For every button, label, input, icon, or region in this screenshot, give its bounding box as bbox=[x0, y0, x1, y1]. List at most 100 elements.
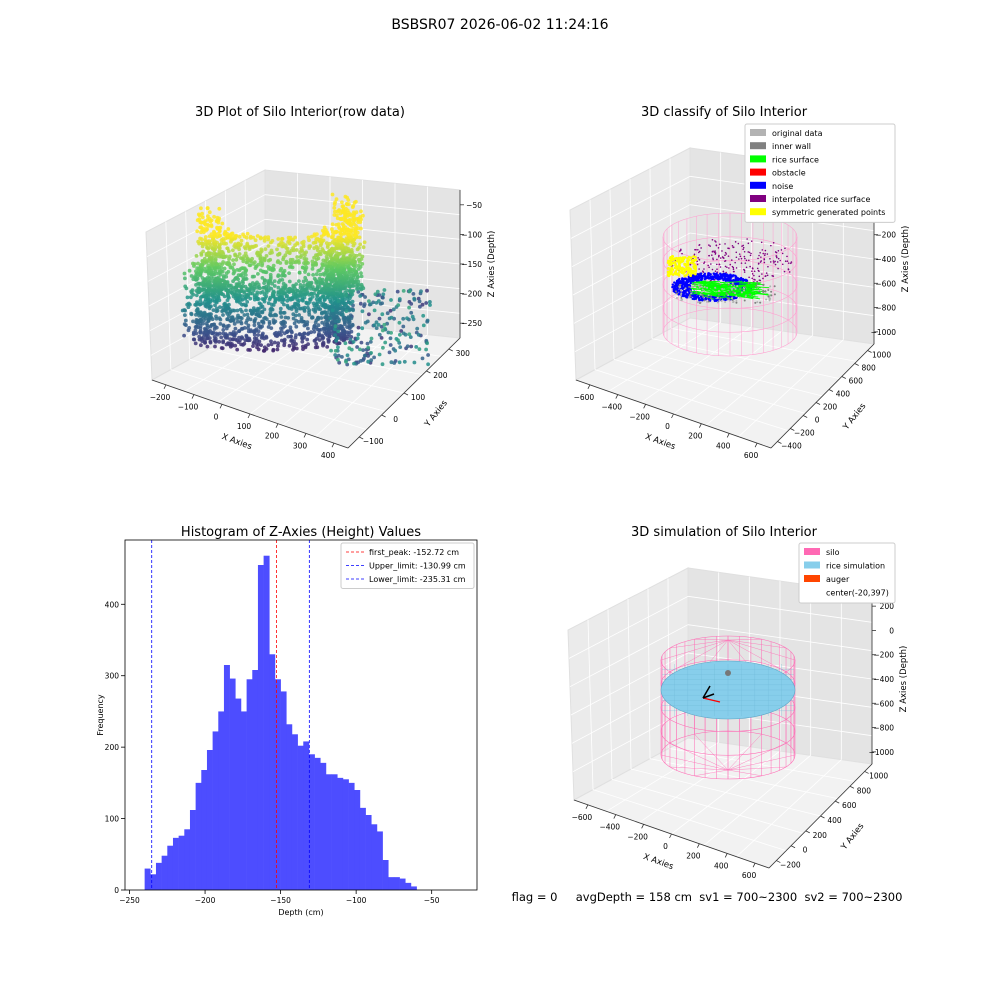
histogram-bar bbox=[167, 845, 174, 890]
interpolated-point bbox=[790, 261, 793, 263]
scatter-point bbox=[266, 235, 271, 240]
legend-label: Upper_limit: -130.99 cm bbox=[369, 562, 466, 571]
scatter-point bbox=[281, 281, 286, 286]
scatter-point bbox=[417, 347, 422, 351]
y-tick bbox=[790, 845, 796, 849]
scatter-point bbox=[256, 272, 260, 276]
noise-point bbox=[729, 277, 732, 280]
interpolated-point bbox=[680, 248, 682, 251]
x-tick-label: 0 bbox=[665, 422, 670, 431]
histogram-bar bbox=[303, 741, 310, 890]
y-tick-label: 600 bbox=[849, 377, 864, 386]
scatter-point bbox=[293, 301, 297, 306]
scatter-point bbox=[306, 305, 310, 310]
interpolated-point bbox=[732, 246, 735, 248]
scatter-point bbox=[222, 266, 227, 271]
x-axis-label: X Axies bbox=[220, 432, 253, 452]
scatter-point bbox=[344, 206, 348, 211]
scatter-point bbox=[195, 300, 199, 305]
scatter-point bbox=[333, 229, 338, 234]
scatter-point bbox=[340, 312, 345, 317]
interpolated-point bbox=[746, 238, 748, 240]
interpolated-point bbox=[716, 258, 718, 261]
scatter-point bbox=[351, 340, 356, 344]
scatter-point bbox=[239, 342, 244, 347]
y-tick bbox=[381, 414, 386, 418]
scatter-point bbox=[407, 289, 412, 294]
interpolated-point bbox=[735, 256, 738, 259]
scatter-point bbox=[291, 312, 296, 317]
scatter-point bbox=[316, 256, 321, 261]
interpolated-point bbox=[707, 264, 710, 267]
scatter-point bbox=[340, 222, 345, 226]
x-tick bbox=[275, 423, 279, 428]
interpolated-point bbox=[757, 263, 760, 265]
scatter-point bbox=[344, 245, 348, 250]
scatter-point bbox=[361, 245, 366, 250]
scatter-point bbox=[333, 353, 338, 357]
histogram-bar bbox=[212, 731, 219, 890]
symmetric-point bbox=[679, 270, 683, 274]
scatter-point bbox=[360, 262, 365, 266]
scatter-point bbox=[272, 279, 277, 283]
original-point bbox=[743, 299, 746, 302]
original-point bbox=[758, 290, 761, 293]
scatter-point bbox=[416, 333, 421, 337]
scatter-point bbox=[306, 272, 311, 277]
scatter-point bbox=[248, 263, 253, 268]
scatter-point bbox=[294, 248, 299, 252]
symmetric-point bbox=[670, 270, 673, 274]
legend-swatch bbox=[750, 155, 766, 163]
interpolated-point bbox=[758, 254, 760, 257]
scatter-point bbox=[320, 277, 325, 282]
histogram-bar bbox=[263, 555, 270, 890]
histogram-bar bbox=[269, 654, 276, 890]
original-point bbox=[773, 293, 776, 296]
scatter-point bbox=[368, 340, 373, 344]
scatter-point bbox=[215, 215, 220, 220]
scatter-point bbox=[289, 334, 293, 339]
original-point bbox=[718, 299, 721, 302]
scatter-point bbox=[312, 329, 317, 334]
scatter-point bbox=[354, 199, 358, 204]
original-point bbox=[730, 297, 733, 300]
scatter-point bbox=[287, 286, 292, 291]
y-tick-label: 300 bbox=[456, 349, 471, 358]
scatter-point bbox=[336, 357, 340, 362]
y-tick-label: 200 bbox=[823, 403, 838, 412]
scatter-point bbox=[316, 323, 321, 328]
x-tick-label: −200 bbox=[150, 393, 171, 402]
scatter-point bbox=[332, 206, 337, 210]
scatter-point bbox=[196, 239, 201, 244]
interpolated-point bbox=[728, 267, 730, 269]
z-axis-label: Z Axies (Depth) bbox=[899, 646, 909, 713]
scatter-point bbox=[320, 262, 325, 266]
scatter-point bbox=[297, 313, 301, 317]
scatter-point bbox=[335, 251, 339, 255]
legend-swatch bbox=[750, 208, 766, 216]
scatter-point bbox=[251, 344, 255, 348]
interpolated-point bbox=[749, 254, 752, 257]
y-tick-label: 200 bbox=[105, 743, 120, 752]
scatter-point bbox=[268, 310, 273, 315]
y-tick-label: 400 bbox=[827, 816, 842, 825]
scatter-point bbox=[234, 257, 239, 262]
z-tick-label: −150 bbox=[461, 260, 482, 269]
histogram-bar bbox=[155, 862, 162, 890]
symmetric-point bbox=[671, 273, 675, 276]
original-point bbox=[680, 289, 683, 292]
interpolated-point bbox=[738, 258, 740, 260]
scatter-point bbox=[185, 295, 190, 300]
scatter-point bbox=[239, 238, 244, 243]
z-tick-label: −800 bbox=[875, 304, 896, 313]
interpolated-point bbox=[739, 255, 742, 258]
noise-point bbox=[677, 289, 681, 292]
scatter-point bbox=[398, 332, 402, 337]
scatter-point bbox=[320, 320, 325, 325]
scatter-point bbox=[415, 326, 420, 331]
histogram-bar bbox=[252, 670, 259, 890]
histogram-bar bbox=[410, 886, 417, 890]
scatter-point bbox=[238, 256, 243, 260]
histogram-bar bbox=[178, 835, 185, 890]
scatter-point bbox=[356, 325, 361, 330]
